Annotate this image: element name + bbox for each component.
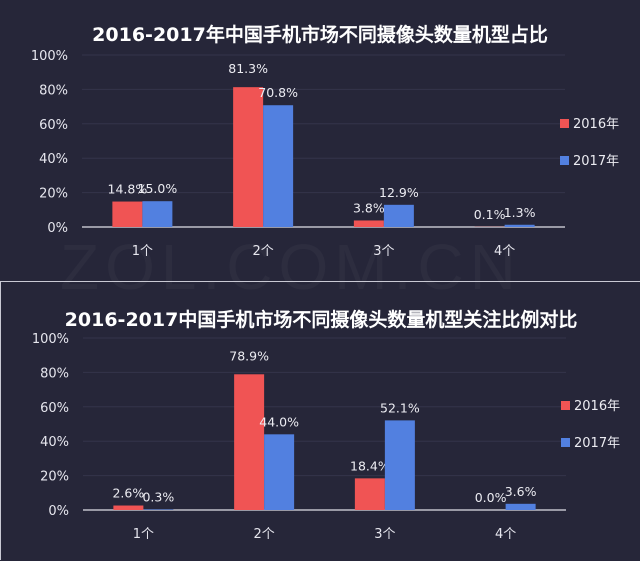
data-label: 1.3% [504, 205, 536, 220]
y-tick-label: 0% [47, 221, 68, 236]
data-label: 0.0% [475, 490, 507, 505]
legend-label: 2016年 [573, 117, 619, 132]
legend-label: 2016年 [574, 399, 620, 414]
y-tick-label: 40% [39, 152, 68, 167]
data-label: 12.9% [379, 185, 419, 200]
y-tick-label: 20% [39, 187, 68, 202]
bar-2016 [113, 506, 143, 510]
bar-2016 [234, 374, 264, 510]
legend-swatch [561, 401, 570, 410]
bar-2017 [263, 105, 293, 227]
data-label: 78.9% [229, 348, 269, 363]
legend-swatch [560, 156, 569, 165]
bar-2016 [354, 220, 384, 227]
x-tick-label: 1个 [133, 527, 154, 542]
bar-2017 [506, 504, 536, 510]
y-tick-label: 80% [40, 366, 69, 381]
legend-label: 2017年 [573, 154, 619, 169]
x-tick-label: 1个 [132, 244, 153, 259]
y-tick-label: 60% [39, 118, 68, 133]
x-tick-label: 2个 [253, 527, 274, 542]
bar-2017 [264, 434, 294, 510]
y-tick-label: 100% [32, 332, 69, 347]
data-label: 15.0% [138, 181, 178, 196]
data-label: 0.1% [474, 207, 506, 222]
chart-svg: 0% 20% 40% 60% 80% 100% 1个 2.6%0.3% 2个 78.9% 44.0%… [1, 282, 640, 561]
data-label: 3.6% [505, 484, 537, 499]
bar-2017 [385, 420, 415, 510]
data-label: 18.4% [350, 458, 390, 473]
legend-label: 2017年 [574, 436, 620, 451]
y-tick-label: 0% [48, 504, 69, 519]
x-tick-label: 4个 [494, 244, 515, 259]
y-tick-label: 60% [40, 401, 69, 416]
y-tick-label: 20% [40, 470, 69, 485]
bar-2017 [143, 509, 173, 510]
bar-2017 [142, 201, 172, 227]
data-label: 70.8% [258, 85, 298, 100]
data-label: 81.3% [228, 61, 268, 76]
data-label: 3.8% [353, 200, 385, 215]
chart-panel-attention-share: 2016-2017中国手机市场不同摄像头数量机型关注比例对比 0%20%40%6… [0, 281, 640, 560]
data-label: 52.1% [380, 400, 420, 415]
y-tick-label: 40% [40, 435, 69, 450]
bar-2016 [355, 478, 385, 510]
chart-panel-camera-share: 2016-2017年中国手机市场不同摄像头数量机型占比 0%20%40%60%8… [0, 0, 640, 280]
x-tick-label: 3个 [373, 244, 394, 259]
x-tick-label: 4个 [495, 527, 516, 542]
bar-2017 [505, 225, 535, 227]
bar-2016 [233, 87, 263, 227]
legend-swatch [560, 119, 569, 128]
x-tick-label: 2个 [252, 244, 273, 259]
data-label: 0.3% [142, 489, 174, 504]
data-label: 2.6% [112, 486, 144, 501]
y-tick-label: 80% [39, 83, 68, 98]
x-tick-label: 3个 [374, 527, 395, 542]
y-tick-label: 100% [31, 49, 68, 64]
bar-2017 [384, 205, 414, 227]
bar-2016 [112, 202, 142, 227]
chart-svg: 0%20%40%60%80%100%1个14.8%15.0%2个81.3%70.… [0, 0, 640, 280]
legend-swatch [561, 438, 570, 447]
data-label: 44.0% [259, 414, 299, 429]
